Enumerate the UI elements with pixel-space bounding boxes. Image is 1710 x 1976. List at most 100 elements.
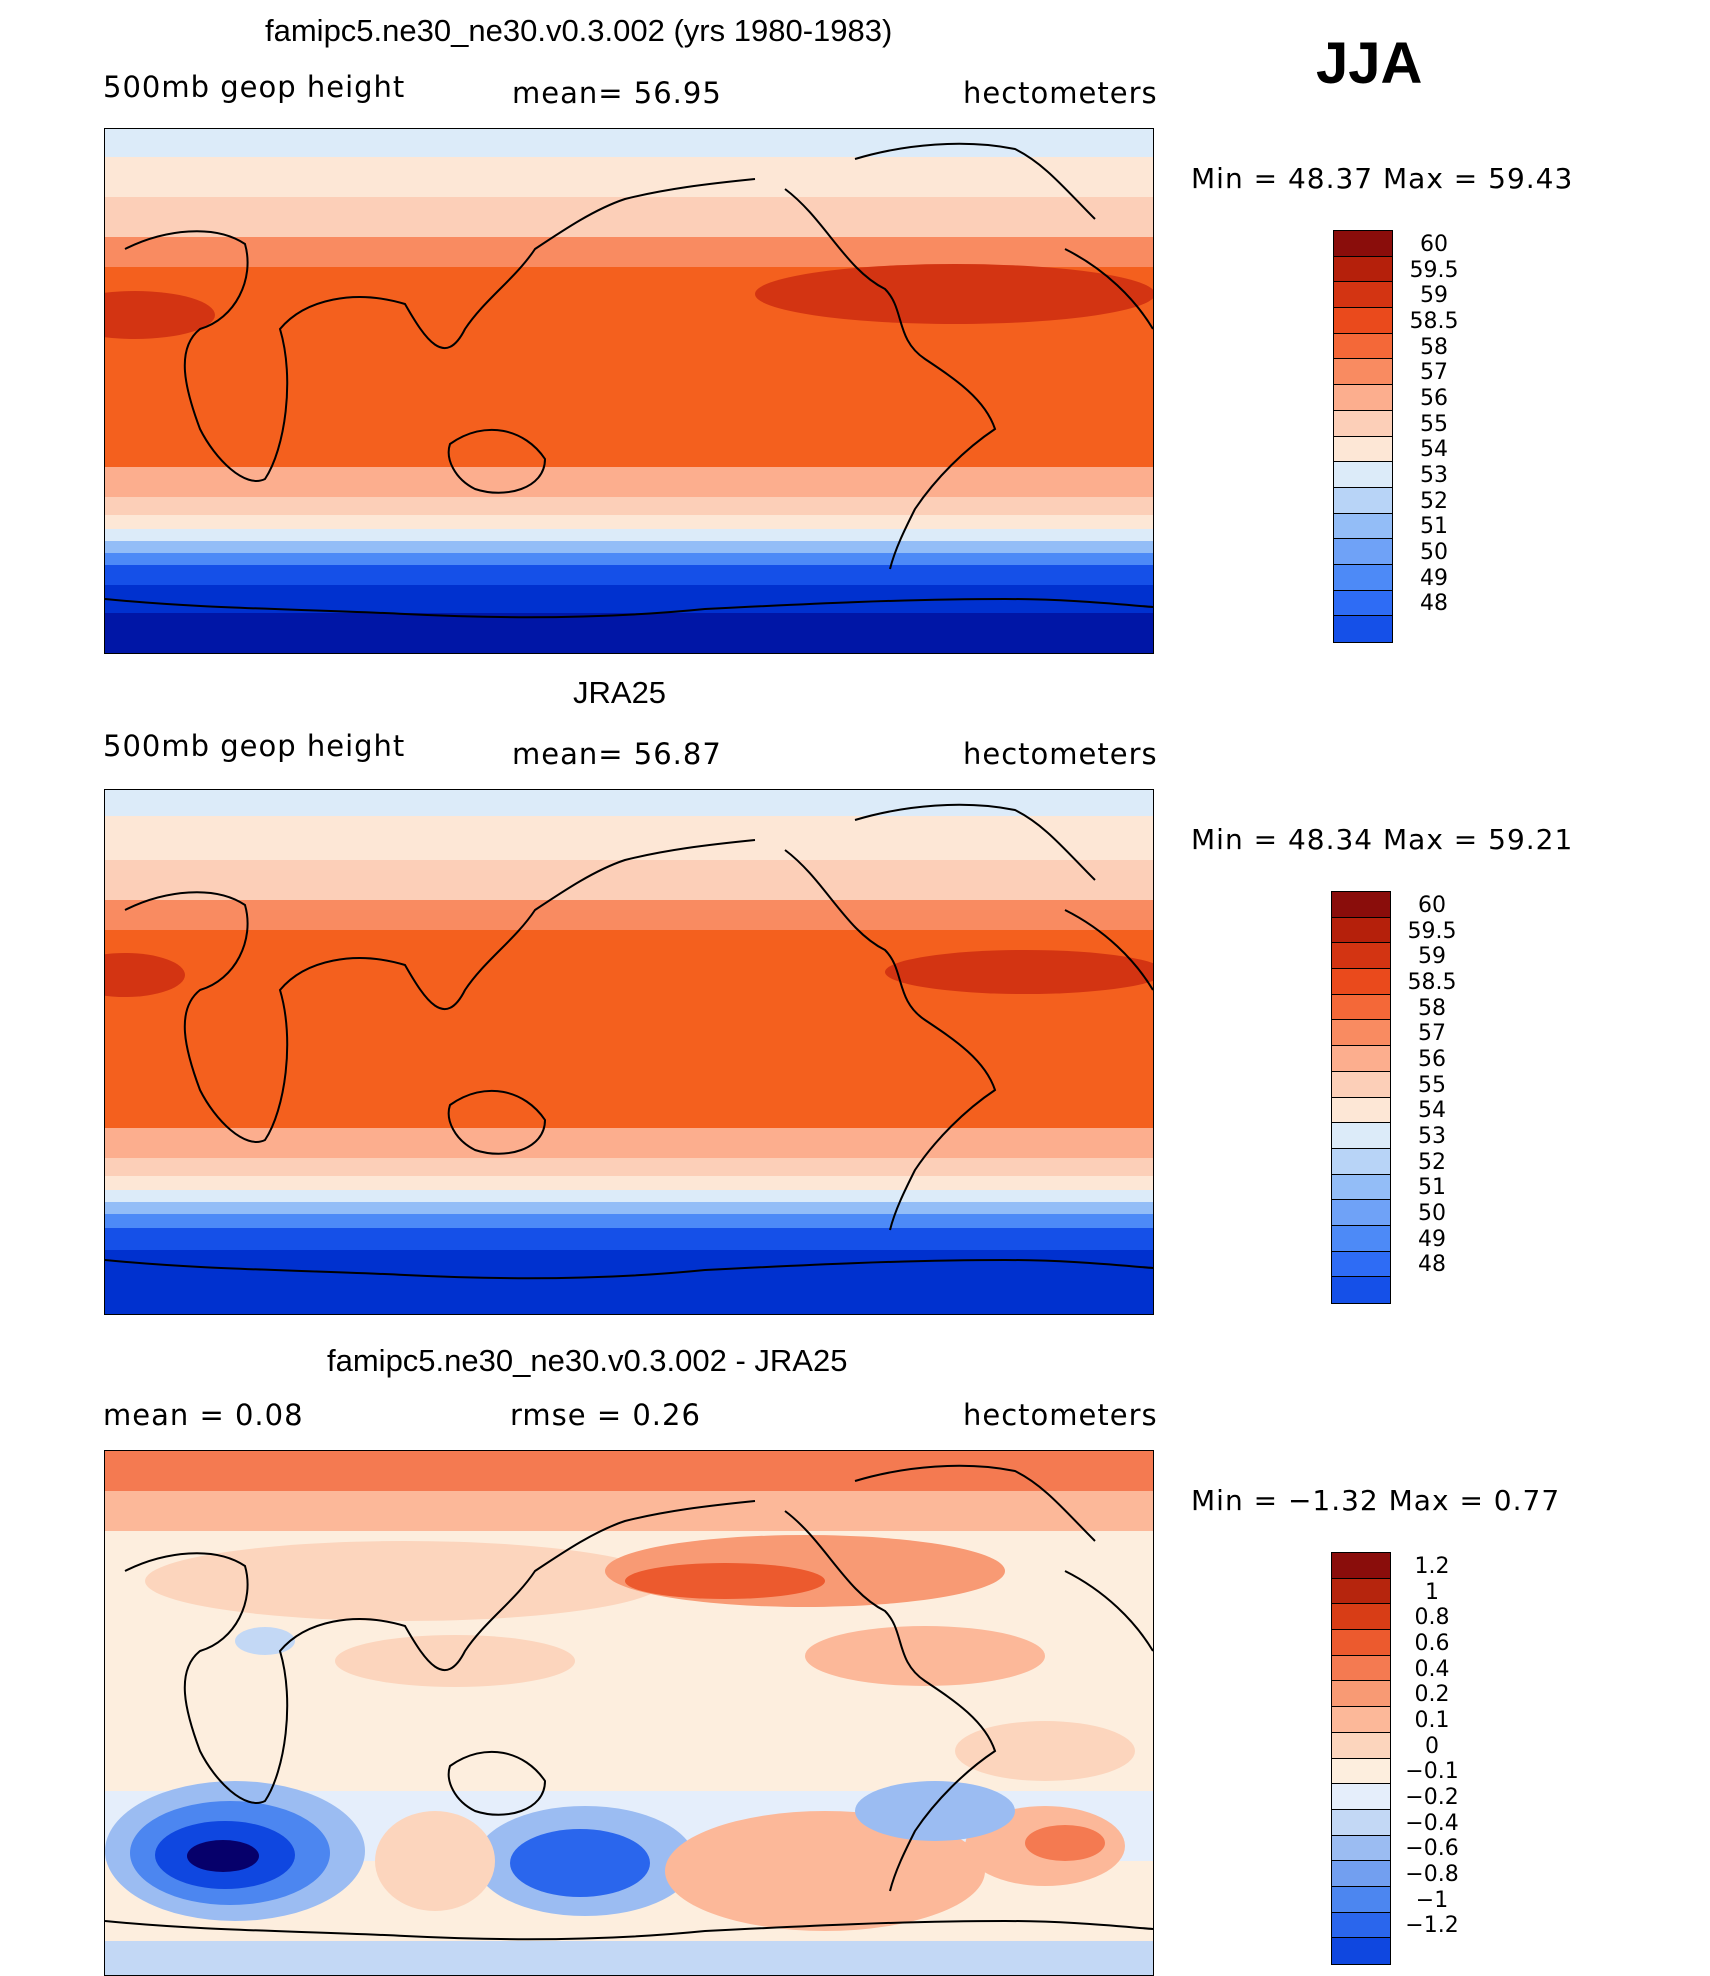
- colorbar-box: [1332, 1809, 1390, 1836]
- colorbar-label: 55: [1420, 411, 1448, 437]
- colorbar-label: 60: [1418, 892, 1446, 918]
- colorbar-label: −0.6: [1405, 1836, 1459, 1862]
- colorbar-box: [1334, 539, 1392, 565]
- colorbar-label: 0.6: [1414, 1630, 1450, 1656]
- colorbar-label: 1: [1425, 1579, 1439, 1605]
- colorbar-box: [1334, 385, 1392, 411]
- colorbar-label: 58: [1420, 334, 1448, 360]
- colorbar-label: 52: [1420, 488, 1448, 514]
- band-polar-north: [105, 129, 1153, 157]
- colorbar-label: 59: [1418, 944, 1446, 970]
- colorbar-label: 49: [1420, 565, 1448, 591]
- colorbar-box: [1334, 410, 1392, 437]
- high-north-america: [755, 264, 1153, 324]
- colorbar-box: [1334, 436, 1392, 463]
- colorbar-label: −0.4: [1405, 1810, 1459, 1836]
- colorbar-label: 0.8: [1414, 1605, 1450, 1631]
- colorbar-box: [1332, 1200, 1390, 1226]
- panel1-colorbar: [1333, 230, 1393, 643]
- colorbar-label: 53: [1420, 463, 1448, 489]
- colorbar-box: [1332, 1655, 1390, 1682]
- colorbar-box: [1332, 1020, 1390, 1047]
- panel3-colorbar: [1331, 1552, 1391, 1965]
- band-south-7: [105, 565, 1153, 585]
- colorbar-box: [1332, 1148, 1390, 1175]
- colorbar-box: [1332, 1097, 1390, 1124]
- colorbar-label: 1.2: [1414, 1553, 1450, 1579]
- colorbar-box: [1332, 1784, 1390, 1810]
- colorbar-label: −1: [1415, 1887, 1449, 1913]
- colorbar-label: 48: [1418, 1252, 1446, 1278]
- panel3-mean-label: mean = 0.08: [103, 1398, 304, 1432]
- colorbar-label: 0.2: [1414, 1682, 1450, 1708]
- colorbar-box: [1332, 1732, 1390, 1759]
- colorbar-box: [1332, 1277, 1390, 1303]
- colorbar-label: −0.2: [1405, 1785, 1459, 1811]
- colorbar-box: [1334, 513, 1392, 540]
- colorbar-box: [1332, 1630, 1390, 1656]
- colorbar-label: 51: [1420, 514, 1448, 540]
- colorbar-label: 49: [1418, 1226, 1446, 1252]
- colorbar-label: 59.5: [1407, 918, 1457, 944]
- colorbar-box: [1332, 1123, 1390, 1149]
- colorbar-label: 52: [1418, 1149, 1446, 1175]
- panel2-title: JRA25: [573, 675, 667, 710]
- colorbar-label: 54: [1418, 1098, 1446, 1124]
- colorbar-box: [1334, 231, 1392, 257]
- colorbar-box: [1334, 564, 1392, 591]
- panel2-minmax: Min = 48.34 Max = 59.21: [1191, 823, 1574, 856]
- colorbar-label: 51: [1418, 1175, 1446, 1201]
- colorbar-box: [1332, 1707, 1390, 1733]
- colorbar-label: 56: [1418, 1046, 1446, 1072]
- panel3-units-label: hectometers: [963, 1398, 1158, 1432]
- panel2-units-label: hectometers: [963, 737, 1158, 771]
- colorbar-label: 50: [1418, 1201, 1446, 1227]
- colorbar-label: 57: [1418, 1021, 1446, 1047]
- colorbar-box: [1332, 1071, 1390, 1098]
- panel1-units-label: hectometers: [963, 76, 1158, 110]
- colorbar-box: [1332, 1225, 1390, 1252]
- colorbar-box: [1332, 1912, 1390, 1939]
- colorbar-box: [1334, 359, 1392, 386]
- panel2-map: [104, 789, 1154, 1315]
- colorbar-label: 54: [1420, 437, 1448, 463]
- band-polar-south: [105, 613, 1153, 653]
- colorbar-box: [1332, 1758, 1390, 1785]
- colorbar-box: [1332, 917, 1390, 944]
- band-north-1: [105, 157, 1153, 197]
- colorbar-box: [1332, 1604, 1390, 1631]
- colorbar-label: 59: [1420, 283, 1448, 309]
- colorbar-box: [1334, 590, 1392, 617]
- colorbar-label: 56: [1420, 385, 1448, 411]
- panel3-minmax: Min = −1.32 Max = 0.77: [1191, 1484, 1561, 1517]
- band-south-2: [105, 497, 1153, 515]
- colorbar-box: [1334, 308, 1392, 334]
- colorbar-label: −0.8: [1405, 1862, 1459, 1888]
- band-south-3: [105, 515, 1153, 529]
- panel3-map: [104, 1450, 1154, 1976]
- colorbar-label: 0.1: [1414, 1707, 1450, 1733]
- colorbar-box: [1332, 1251, 1390, 1278]
- panel1-mean-label: mean= 56.95: [512, 76, 722, 110]
- coastlines: [105, 142, 1153, 619]
- colorbar-box: [1332, 1861, 1390, 1887]
- colorbar-box: [1332, 1886, 1390, 1913]
- panel1-map: [104, 128, 1154, 654]
- colorbar-box: [1332, 1835, 1390, 1862]
- colorbar-box: [1332, 943, 1390, 970]
- colorbar-label: 58.5: [1407, 969, 1457, 995]
- colorbar-box: [1334, 616, 1392, 642]
- colorbar-box: [1332, 1046, 1390, 1072]
- colorbar-label: 48: [1420, 591, 1448, 617]
- colorbar-label: 55: [1418, 1072, 1446, 1098]
- panel2-mean-label: mean= 56.87: [512, 737, 722, 771]
- colorbar-label: −1.2: [1405, 1913, 1459, 1939]
- band-south-4: [105, 529, 1153, 541]
- band-north-3: [105, 237, 1153, 267]
- band-south-1: [105, 467, 1153, 497]
- panel1-variable-label: 500mb geop height: [103, 70, 406, 104]
- band-south-5: [105, 541, 1153, 553]
- colorbar-label: 57: [1420, 360, 1448, 386]
- colorbar-label: 60: [1420, 231, 1448, 257]
- colorbar-box: [1332, 1553, 1390, 1579]
